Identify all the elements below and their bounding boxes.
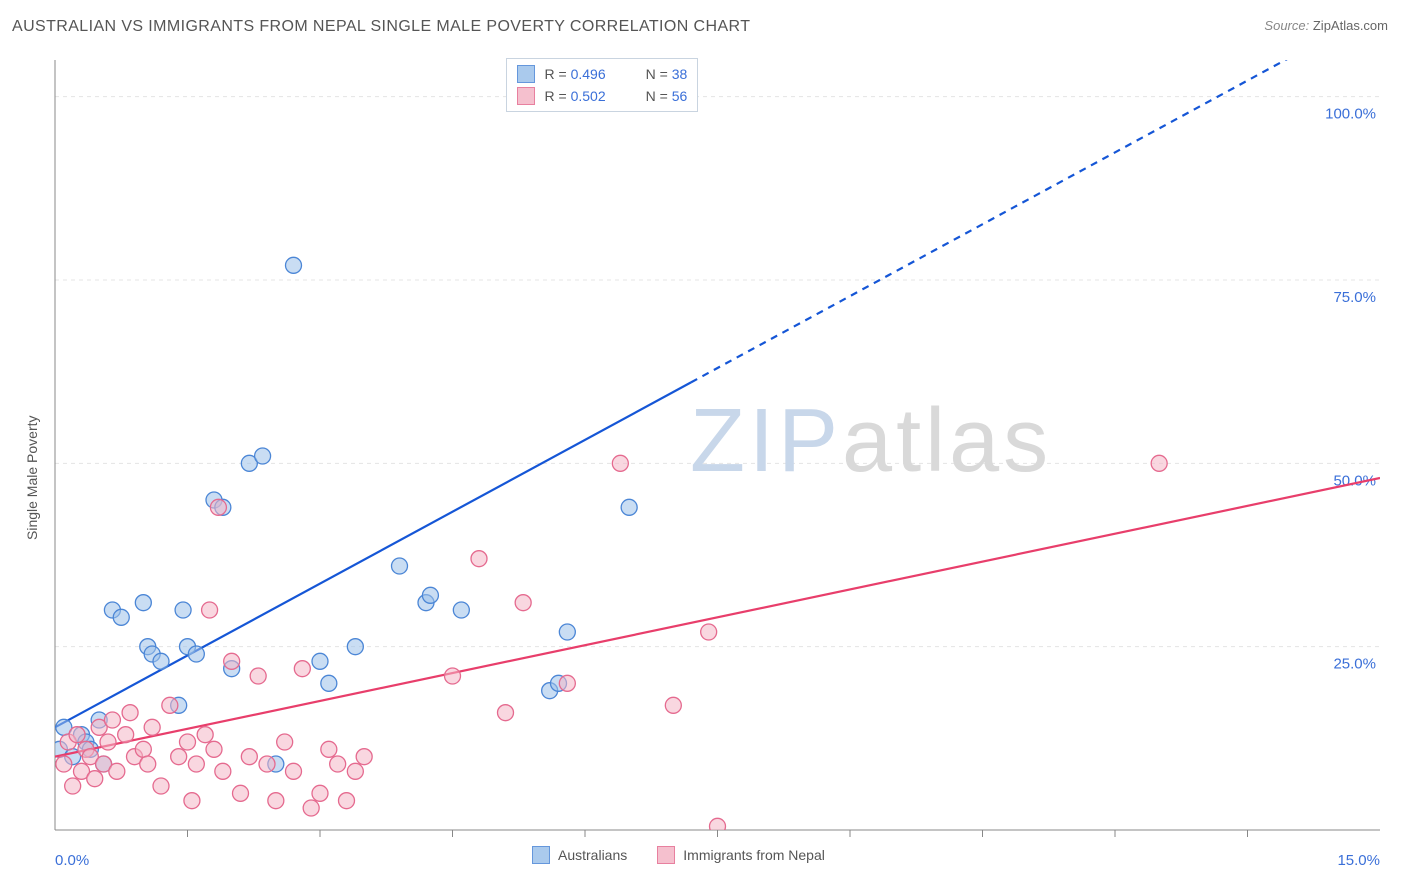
data-point bbox=[184, 793, 200, 809]
y-tick-label: 100.0% bbox=[1325, 106, 1376, 123]
data-point bbox=[321, 675, 337, 691]
data-point bbox=[312, 653, 328, 669]
data-point bbox=[330, 756, 346, 772]
chart-container: AUSTRALIAN VS IMMIGRANTS FROM NEPAL SING… bbox=[0, 0, 1406, 892]
data-point bbox=[286, 763, 302, 779]
source-label: Source: bbox=[1264, 18, 1309, 33]
data-point bbox=[206, 741, 222, 757]
x-tick-label: 15.0% bbox=[1337, 852, 1380, 869]
data-point bbox=[347, 639, 363, 655]
data-point bbox=[135, 741, 151, 757]
y-tick-label: 75.0% bbox=[1333, 289, 1376, 306]
legend-r-label: R = 0.502 bbox=[545, 88, 606, 104]
data-point bbox=[188, 756, 204, 772]
data-point bbox=[104, 712, 120, 728]
data-point bbox=[135, 595, 151, 611]
legend-series-label: Australians bbox=[558, 847, 627, 863]
y-axis-title: Single Male Poverty bbox=[24, 415, 40, 540]
data-point bbox=[445, 668, 461, 684]
scatter-plot: 0.0%15.0%25.0%50.0%75.0%100.0% bbox=[0, 0, 1406, 892]
data-point bbox=[255, 448, 271, 464]
data-point bbox=[303, 800, 319, 816]
data-point bbox=[250, 668, 266, 684]
legend-correlation-row: R = 0.496 N = 38 bbox=[517, 63, 688, 85]
data-point bbox=[347, 763, 363, 779]
data-point bbox=[215, 763, 231, 779]
data-point bbox=[312, 785, 328, 801]
data-point bbox=[259, 756, 275, 772]
data-point bbox=[701, 624, 717, 640]
data-point bbox=[171, 749, 187, 765]
legend-r-label: R = 0.496 bbox=[545, 66, 606, 82]
data-point bbox=[113, 609, 129, 625]
data-point bbox=[268, 793, 284, 809]
data-point bbox=[241, 749, 257, 765]
data-point bbox=[559, 624, 575, 640]
data-point bbox=[153, 653, 169, 669]
data-point bbox=[321, 741, 337, 757]
data-point bbox=[339, 793, 355, 809]
legend-series-item: Australians bbox=[532, 846, 627, 864]
data-point bbox=[210, 499, 226, 515]
legend-series: Australians Immigrants from Nepal bbox=[532, 846, 825, 864]
data-point bbox=[286, 257, 302, 273]
data-point bbox=[153, 778, 169, 794]
data-point bbox=[175, 602, 191, 618]
trend-line-dashed bbox=[691, 9, 1380, 383]
data-point bbox=[621, 499, 637, 515]
data-point bbox=[422, 587, 438, 603]
legend-swatch bbox=[517, 65, 535, 83]
legend-swatch bbox=[532, 846, 550, 864]
data-point bbox=[1151, 455, 1167, 471]
legend-n-label: N = 38 bbox=[646, 66, 688, 82]
data-point bbox=[87, 771, 103, 787]
data-point bbox=[140, 756, 156, 772]
x-tick-label: 0.0% bbox=[55, 852, 89, 869]
data-point bbox=[224, 653, 240, 669]
data-point bbox=[122, 705, 138, 721]
data-point bbox=[453, 602, 469, 618]
data-point bbox=[109, 763, 125, 779]
data-point bbox=[144, 719, 160, 735]
trend-line-solid bbox=[55, 478, 1380, 757]
data-point bbox=[356, 749, 372, 765]
data-point bbox=[180, 734, 196, 750]
data-point bbox=[188, 646, 204, 662]
legend-swatch bbox=[657, 846, 675, 864]
legend-correlation-box: R = 0.496 N = 38 R = 0.502 N = 56 bbox=[506, 58, 699, 112]
legend-correlation-row: R = 0.502 N = 56 bbox=[517, 85, 688, 107]
legend-series-label: Immigrants from Nepal bbox=[683, 847, 825, 863]
data-point bbox=[100, 734, 116, 750]
trend-line-solid bbox=[55, 382, 691, 727]
data-point bbox=[559, 675, 575, 691]
data-point bbox=[515, 595, 531, 611]
source-value: ZipAtlas.com bbox=[1313, 18, 1388, 33]
data-point bbox=[471, 551, 487, 567]
data-point bbox=[162, 697, 178, 713]
data-point bbox=[665, 697, 681, 713]
data-point bbox=[65, 778, 81, 794]
data-point bbox=[294, 661, 310, 677]
legend-n-label: N = 56 bbox=[646, 88, 688, 104]
source-attribution: Source: ZipAtlas.com bbox=[1264, 18, 1388, 33]
data-point bbox=[392, 558, 408, 574]
data-point bbox=[612, 455, 628, 471]
legend-series-item: Immigrants from Nepal bbox=[657, 846, 825, 864]
y-tick-label: 25.0% bbox=[1333, 656, 1376, 673]
data-point bbox=[277, 734, 293, 750]
data-point bbox=[202, 602, 218, 618]
chart-title: AUSTRALIAN VS IMMIGRANTS FROM NEPAL SING… bbox=[12, 18, 750, 35]
legend-swatch bbox=[517, 87, 535, 105]
title-bar: AUSTRALIAN VS IMMIGRANTS FROM NEPAL SING… bbox=[12, 18, 1394, 42]
data-point bbox=[69, 727, 85, 743]
data-point bbox=[233, 785, 249, 801]
data-point bbox=[498, 705, 514, 721]
data-point bbox=[56, 756, 72, 772]
data-point bbox=[197, 727, 213, 743]
data-point bbox=[118, 727, 134, 743]
